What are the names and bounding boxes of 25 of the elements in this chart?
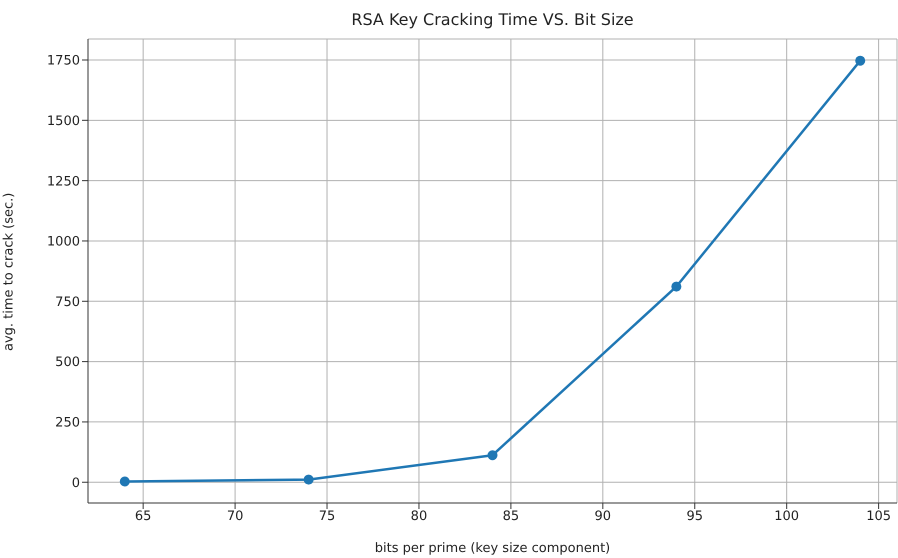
point: [488, 450, 498, 460]
y-axis-title: avg. time to crack (sec.): [2, 192, 17, 351]
y-tick-label: 1250: [46, 174, 80, 190]
x-tick-label: 100: [774, 509, 800, 524]
y-tick-label: 1750: [46, 54, 80, 69]
y-tick-label: 750: [55, 294, 80, 310]
x-tick-label: 95: [686, 509, 704, 524]
x-tick-label: 75: [318, 509, 336, 524]
x-axis-title: bits per prime (key size component): [374, 541, 610, 556]
point: [120, 476, 130, 487]
point: [671, 282, 682, 292]
point: [855, 56, 866, 66]
point: [304, 474, 314, 485]
y-tick-label: 1500: [46, 114, 80, 129]
x-tick-label: 105: [866, 509, 892, 524]
y-tick-label: 500: [55, 355, 80, 370]
x-tick-label: 85: [502, 509, 520, 524]
y-tick-label: 1000: [46, 234, 80, 250]
y-tick-label: 0: [72, 476, 80, 491]
x-tick-label: 90: [594, 509, 612, 524]
chart-title: RSA Key Cracking Time VS. Bit Size: [350, 10, 635, 29]
x-tick-label: 65: [134, 509, 152, 524]
y-tick-label: 250: [55, 416, 80, 431]
x-tick-label: 80: [410, 509, 428, 524]
x-tick-label: 70: [226, 509, 244, 524]
